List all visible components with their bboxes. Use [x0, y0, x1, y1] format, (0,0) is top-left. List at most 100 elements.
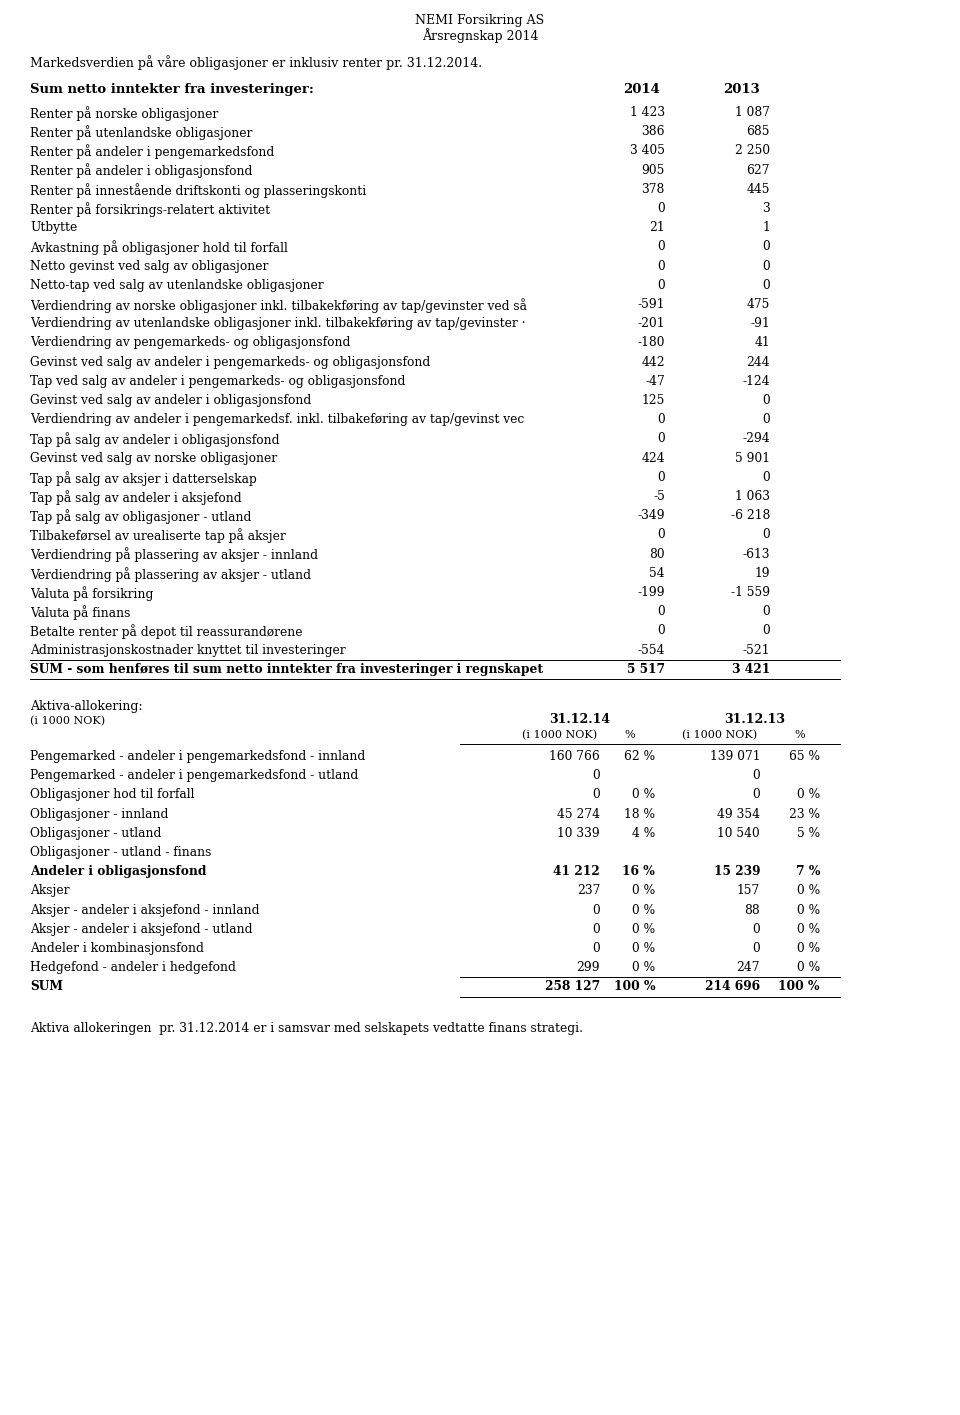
Text: Netto-tap ved salg av utenlandske obligasjoner: Netto-tap ved salg av utenlandske obliga… — [30, 279, 324, 291]
Text: 0: 0 — [658, 624, 665, 637]
Text: 31.12.14: 31.12.14 — [549, 713, 611, 726]
Text: 0: 0 — [658, 413, 665, 426]
Text: Aksjer - andeler i aksjefond - innland: Aksjer - andeler i aksjefond - innland — [30, 904, 259, 917]
Text: -1 559: -1 559 — [731, 586, 770, 599]
Text: 0: 0 — [753, 942, 760, 955]
Text: 10 339: 10 339 — [557, 826, 600, 839]
Text: Gevinst ved salg av andeler i pengemarkeds- og obligasjonsfond: Gevinst ved salg av andeler i pengemarke… — [30, 355, 430, 368]
Text: 54: 54 — [649, 567, 665, 580]
Text: 0 %: 0 % — [797, 923, 820, 935]
Text: Andeler i kombinasjonsfond: Andeler i kombinasjonsfond — [30, 942, 204, 955]
Text: 0 %: 0 % — [797, 942, 820, 955]
Text: Obligasjoner hod til forfall: Obligasjoner hod til forfall — [30, 788, 195, 801]
Text: 0: 0 — [658, 202, 665, 215]
Text: Renter på andeler i obligasjonsfond: Renter på andeler i obligasjonsfond — [30, 164, 252, 178]
Text: Aksjer: Aksjer — [30, 884, 69, 897]
Text: 445: 445 — [747, 183, 770, 195]
Text: 0 %: 0 % — [797, 884, 820, 897]
Text: Verdiendring av andeler i pengemarkedsf. inkl. tilbakeføring av tap/gevinst vec: Verdiendring av andeler i pengemarkedsf.… — [30, 413, 524, 426]
Text: 0: 0 — [592, 942, 600, 955]
Text: 0: 0 — [762, 241, 770, 253]
Text: Betalte renter på depot til reassurandørene: Betalte renter på depot til reassurandør… — [30, 624, 302, 640]
Text: Hedgefond - andeler i hedgefond: Hedgefond - andeler i hedgefond — [30, 961, 236, 974]
Text: 214 696: 214 696 — [705, 981, 760, 993]
Text: (i 1000 NOK): (i 1000 NOK) — [522, 730, 597, 740]
Text: 125: 125 — [641, 393, 665, 408]
Text: 424: 424 — [641, 451, 665, 464]
Text: Verdiendring på plassering av aksjer - utland: Verdiendring på plassering av aksjer - u… — [30, 567, 311, 582]
Text: SUM - som henføres til sum netto inntekter fra investeringer i regnskapet: SUM - som henføres til sum netto inntekt… — [30, 662, 543, 676]
Text: 0: 0 — [762, 624, 770, 637]
Text: 905: 905 — [641, 164, 665, 177]
Text: 2 250: 2 250 — [734, 144, 770, 157]
Text: Aksjer - andeler i aksjefond - utland: Aksjer - andeler i aksjefond - utland — [30, 923, 252, 935]
Text: 1 087: 1 087 — [735, 106, 770, 119]
Text: Tap på salg av aksjer i datterselskap: Tap på salg av aksjer i datterselskap — [30, 471, 256, 485]
Text: -199: -199 — [637, 586, 665, 599]
Text: Obligasjoner - utland - finans: Obligasjoner - utland - finans — [30, 846, 211, 859]
Text: 3 421: 3 421 — [732, 662, 770, 676]
Text: -180: -180 — [637, 337, 665, 350]
Text: 80: 80 — [649, 548, 665, 560]
Text: Årsregnskap 2014: Årsregnskap 2014 — [421, 28, 539, 42]
Text: Aktiva allokeringen  pr. 31.12.2014 er i samsvar med selskapets vedtatte finans : Aktiva allokeringen pr. 31.12.2014 er i … — [30, 1022, 583, 1034]
Text: Tap ved salg av andeler i pengemarkeds- og obligasjonsfond: Tap ved salg av andeler i pengemarkeds- … — [30, 375, 405, 388]
Text: 0: 0 — [658, 471, 665, 484]
Text: 16 %: 16 % — [622, 865, 655, 879]
Text: 160 766: 160 766 — [549, 750, 600, 763]
Text: 157: 157 — [736, 884, 760, 897]
Text: 0: 0 — [762, 528, 770, 542]
Text: -5: -5 — [653, 490, 665, 502]
Text: 31.12.13: 31.12.13 — [725, 713, 785, 726]
Text: 475: 475 — [747, 299, 770, 311]
Text: Verdiendring på plassering av aksjer - innland: Verdiendring på plassering av aksjer - i… — [30, 548, 318, 563]
Text: -124: -124 — [742, 375, 770, 388]
Text: Renter på norske obligasjoner: Renter på norske obligasjoner — [30, 106, 218, 120]
Text: Renter på innestående driftskonti og plasseringskonti: Renter på innestående driftskonti og pla… — [30, 183, 367, 198]
Text: 0: 0 — [658, 433, 665, 446]
Text: 5 517: 5 517 — [627, 662, 665, 676]
Text: 0: 0 — [762, 413, 770, 426]
Text: Sum netto inntekter fra investeringer:: Sum netto inntekter fra investeringer: — [30, 83, 314, 96]
Text: 5 901: 5 901 — [735, 451, 770, 464]
Text: Renter på utenlandske obligasjoner: Renter på utenlandske obligasjoner — [30, 125, 252, 140]
Text: 1 063: 1 063 — [735, 490, 770, 502]
Text: 0 %: 0 % — [632, 904, 655, 917]
Text: -349: -349 — [637, 509, 665, 522]
Text: NEMI Forsikring AS: NEMI Forsikring AS — [416, 14, 544, 27]
Text: 2013: 2013 — [723, 83, 760, 96]
Text: %: % — [625, 730, 636, 740]
Text: 0: 0 — [753, 770, 760, 782]
Text: (i 1000 NOK): (i 1000 NOK) — [30, 716, 106, 726]
Text: 0 %: 0 % — [632, 961, 655, 974]
Text: 237: 237 — [577, 884, 600, 897]
Text: -294: -294 — [742, 433, 770, 446]
Text: Verdiendring av utenlandske obligasjoner inkl. tilbakekføring av tap/gevinster ·: Verdiendring av utenlandske obligasjoner… — [30, 317, 525, 330]
Text: 0: 0 — [762, 606, 770, 618]
Text: Gevinst ved salg av norske obligasjoner: Gevinst ved salg av norske obligasjoner — [30, 451, 277, 464]
Text: 0: 0 — [658, 241, 665, 253]
Text: 0: 0 — [753, 923, 760, 935]
Text: 685: 685 — [747, 125, 770, 139]
Text: 0: 0 — [762, 393, 770, 408]
Text: Pengemarked - andeler i pengemarkedsfond - utland: Pengemarked - andeler i pengemarkedsfond… — [30, 770, 358, 782]
Text: 3: 3 — [762, 202, 770, 215]
Text: 15 239: 15 239 — [713, 865, 760, 879]
Text: Obligasjoner - utland: Obligasjoner - utland — [30, 826, 161, 839]
Text: 49 354: 49 354 — [717, 808, 760, 821]
Text: Netto gevinst ved salg av obligasjoner: Netto gevinst ved salg av obligasjoner — [30, 259, 269, 273]
Text: 442: 442 — [641, 355, 665, 368]
Text: -554: -554 — [637, 644, 665, 657]
Text: 23 %: 23 % — [789, 808, 820, 821]
Text: -91: -91 — [751, 317, 770, 330]
Text: Gevinst ved salg av andeler i obligasjonsfond: Gevinst ved salg av andeler i obligasjon… — [30, 393, 311, 408]
Text: 5 %: 5 % — [797, 826, 820, 839]
Text: 65 %: 65 % — [789, 750, 820, 763]
Text: 0: 0 — [753, 788, 760, 801]
Text: Valuta på finans: Valuta på finans — [30, 606, 131, 620]
Text: 0: 0 — [762, 259, 770, 273]
Text: Tap på salg av andeler i obligasjonsfond: Tap på salg av andeler i obligasjonsfond — [30, 433, 279, 447]
Text: 1 423: 1 423 — [630, 106, 665, 119]
Text: 10 540: 10 540 — [717, 826, 760, 839]
Text: 258 127: 258 127 — [544, 981, 600, 993]
